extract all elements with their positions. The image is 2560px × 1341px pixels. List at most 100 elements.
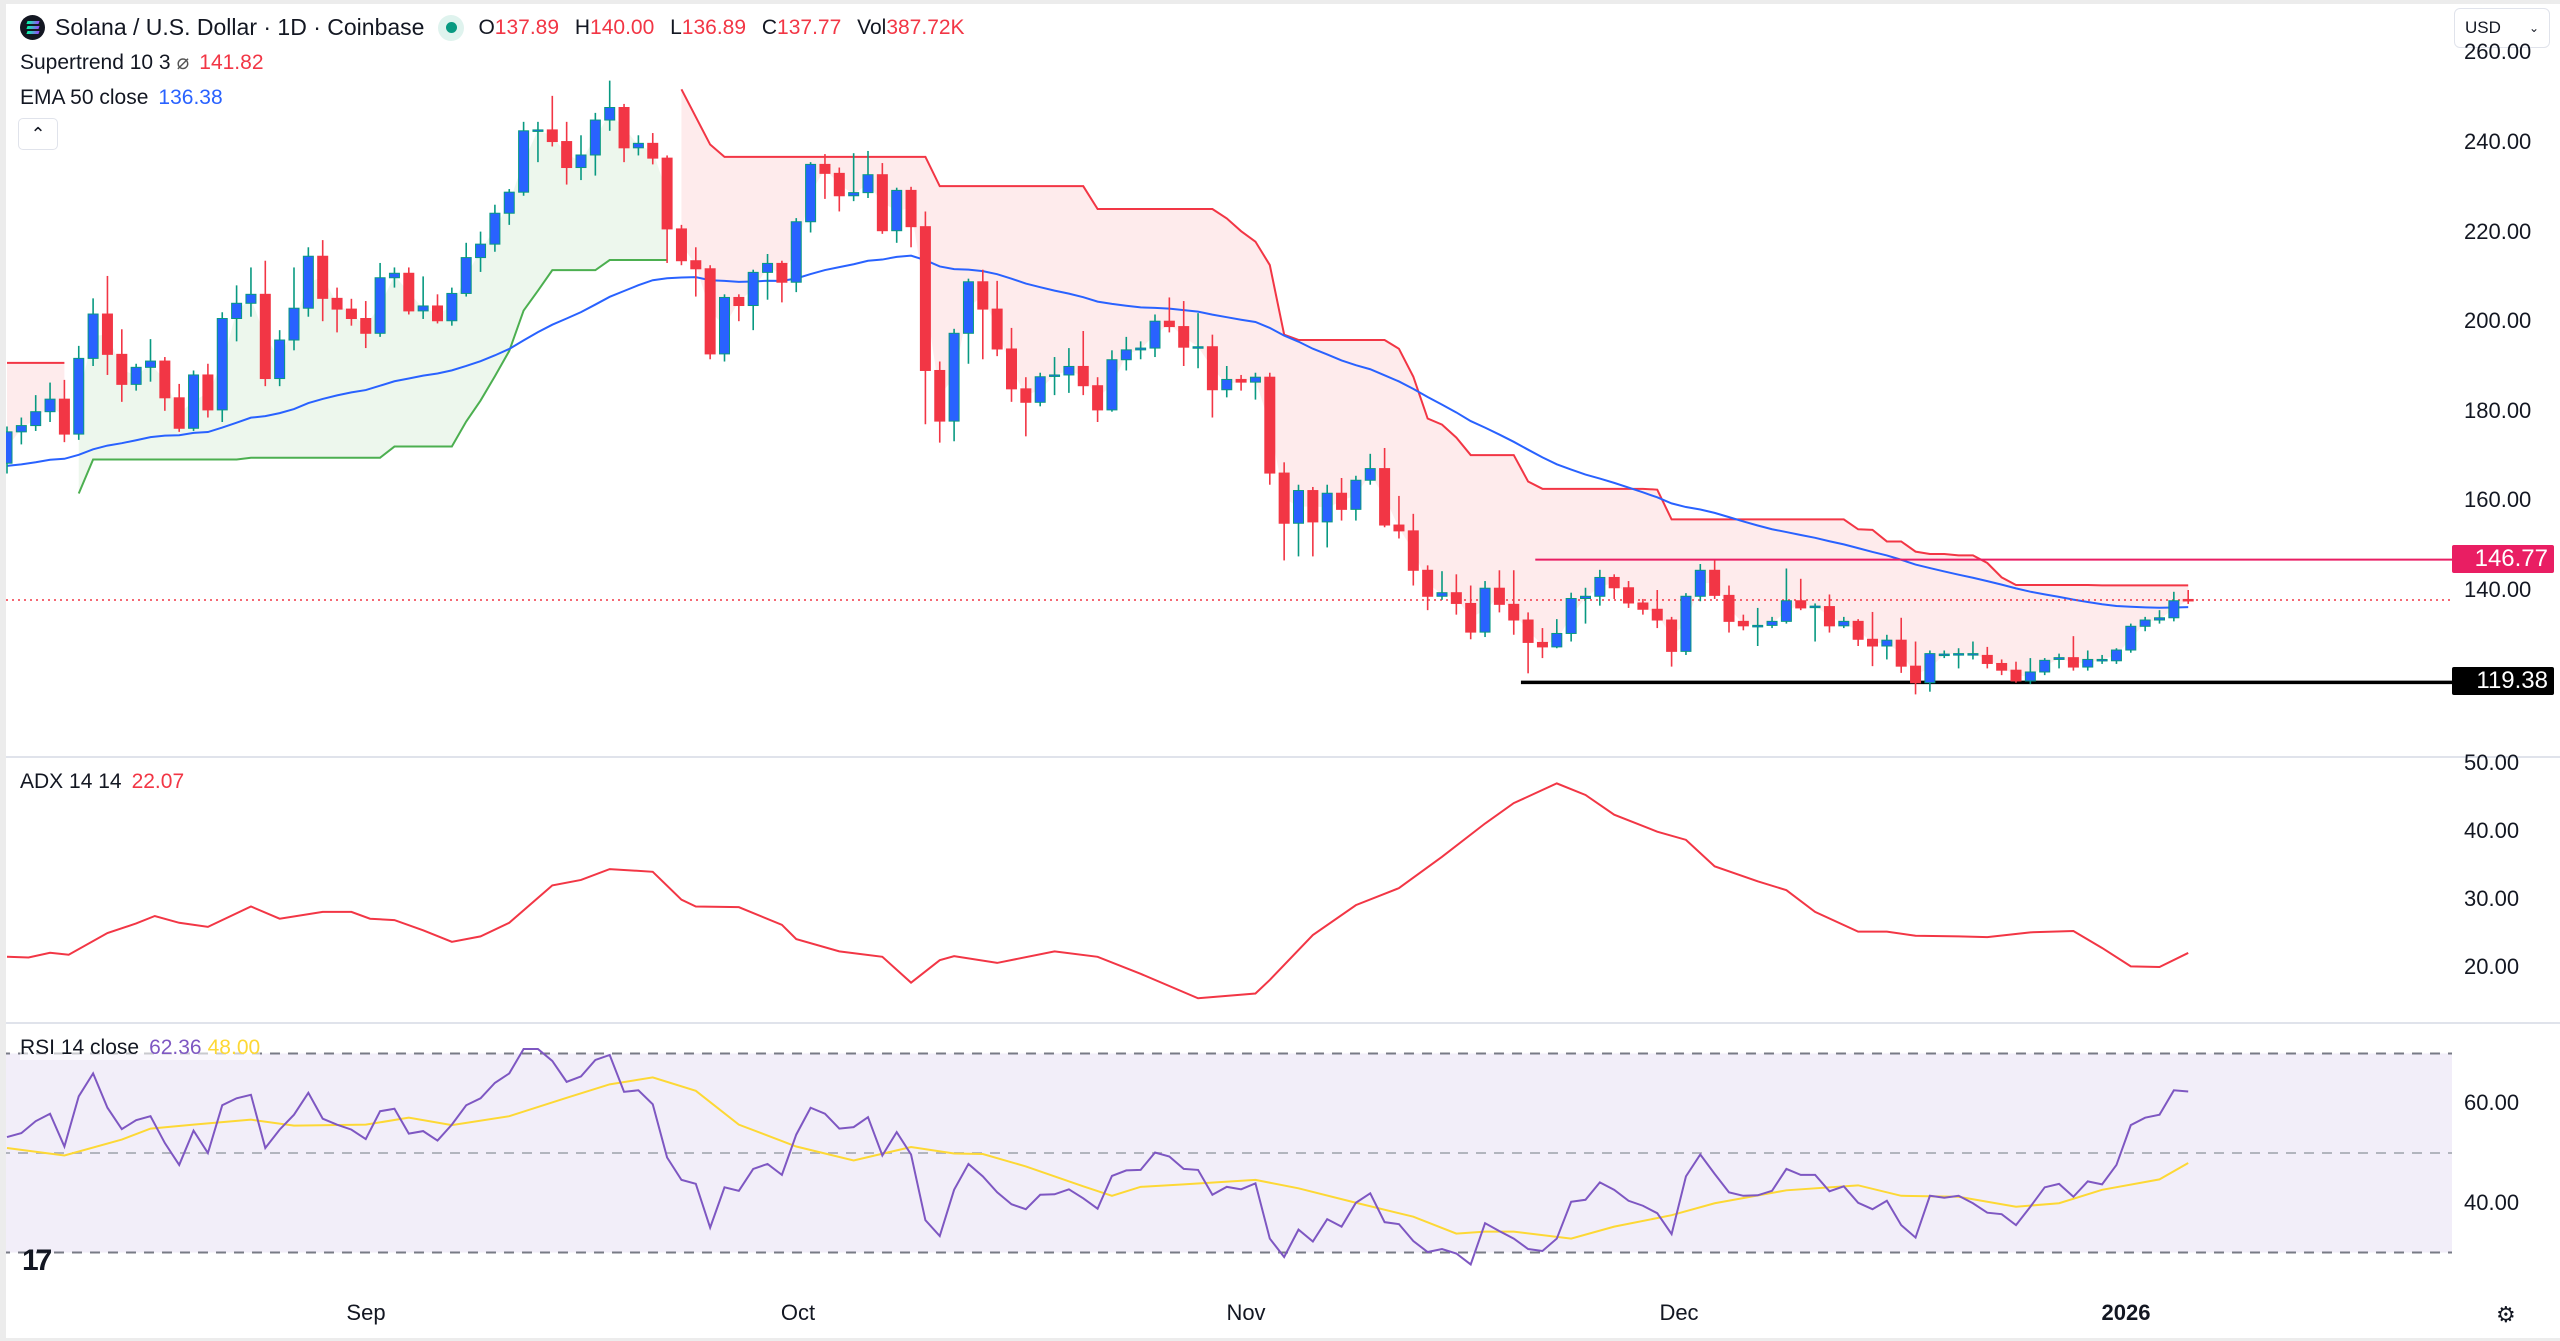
candle-body <box>1895 639 1907 667</box>
candle-body <box>87 313 99 359</box>
candle <box>1580 587 1591 624</box>
adx-axis-label: 40.00 <box>2464 818 2520 843</box>
candle-body <box>1981 654 1993 664</box>
candle-body <box>15 425 27 433</box>
chart-canvas[interactable] <box>6 4 2560 1338</box>
candle-body <box>2067 657 2079 668</box>
candle-body <box>1766 620 1778 626</box>
candle <box>1407 513 1419 586</box>
candle-body <box>1623 587 1635 604</box>
candle <box>948 328 960 442</box>
candle-body <box>1924 653 1936 684</box>
candle-body <box>6 431 13 464</box>
candle <box>1092 377 1104 422</box>
candle <box>1379 447 1391 528</box>
candle <box>2154 610 2165 624</box>
candle <box>1465 585 1477 640</box>
candle-body <box>2125 625 2137 651</box>
candle-body <box>116 353 128 385</box>
candle <box>2053 653 2065 669</box>
rsi-legend[interactable]: RSI 14 close 62.36 48.00 <box>20 1036 261 1060</box>
candle <box>2168 591 2180 622</box>
currency-select[interactable]: USD ⌄ <box>2454 8 2550 48</box>
candle-body <box>2139 619 2151 627</box>
candle <box>518 121 530 196</box>
candle <box>690 247 702 297</box>
candle-body <box>2182 598 2194 602</box>
candle <box>632 135 644 156</box>
candle-body <box>647 142 659 159</box>
candle-body <box>58 398 70 435</box>
candle-body <box>302 255 314 309</box>
ema-legend[interactable]: EMA 50 close 136.38 <box>20 86 223 110</box>
candle <box>101 275 113 375</box>
candle <box>1752 607 1764 646</box>
candle-body <box>130 366 142 385</box>
symbol-title[interactable]: Solana / U.S. Dollar · 1D · Coinbase <box>55 14 425 40</box>
candle-body <box>1163 320 1175 328</box>
candle <box>675 224 687 266</box>
candle <box>1393 495 1405 539</box>
candle-body <box>1307 490 1319 523</box>
candle <box>274 330 286 387</box>
candle-body <box>1551 632 1563 648</box>
candle-body <box>2010 669 2022 682</box>
candle <box>460 242 472 297</box>
candle <box>1493 570 1505 613</box>
rsi-label: RSI 14 close <box>20 1036 140 1059</box>
candle-body <box>1077 365 1089 387</box>
candle <box>862 150 874 198</box>
price-axis-label: 160.00 <box>2464 487 2532 513</box>
candle-body <box>776 262 788 283</box>
low-label: L <box>670 15 682 39</box>
candle <box>1651 590 1663 629</box>
candle-body <box>30 411 42 427</box>
candle-body <box>202 374 214 411</box>
candle <box>1020 377 1032 437</box>
candle-body <box>159 360 171 399</box>
tradingview-logo[interactable]: 17 <box>22 1244 52 1277</box>
candle-body <box>216 318 228 411</box>
adx-axis-label: 50.00 <box>2464 750 2520 775</box>
candle <box>1924 650 1936 692</box>
candle-body <box>1479 587 1491 633</box>
candle <box>2024 658 2036 685</box>
candle-body <box>2082 658 2094 668</box>
candle-body <box>1149 320 1161 349</box>
candle <box>719 294 730 362</box>
candle-body <box>1752 624 1764 628</box>
candle <box>2125 623 2137 653</box>
supertrend-legend[interactable]: Supertrend 10 3 ⌀ 141.82 <box>20 50 264 75</box>
candle-body <box>1823 606 1835 627</box>
candle <box>1508 570 1520 635</box>
candle <box>790 218 802 293</box>
candle-body <box>991 308 1003 350</box>
candle <box>1364 453 1376 485</box>
candle-body <box>1881 639 1893 647</box>
candle-body <box>317 255 329 299</box>
candle <box>589 112 601 176</box>
candle <box>891 187 903 243</box>
candle <box>58 379 70 443</box>
candle <box>546 95 558 147</box>
candle-body <box>632 142 644 149</box>
candle-body <box>704 268 716 355</box>
chevron-up-icon: ⌃ <box>30 123 46 144</box>
candle <box>1163 297 1175 333</box>
candle-body <box>1680 595 1692 652</box>
candle-body <box>475 243 487 259</box>
candle <box>1293 484 1304 557</box>
settings-icon[interactable]: ⚙ <box>2496 1302 2516 1327</box>
open-value: 137.89 <box>494 15 560 39</box>
candle-body <box>2024 671 2036 682</box>
candle <box>1996 659 2008 676</box>
candle <box>503 189 515 225</box>
candle <box>446 287 458 326</box>
collapse-legend-button[interactable]: ⌃ <box>18 118 58 150</box>
candle <box>2139 616 2151 632</box>
high-label: H <box>574 15 591 39</box>
candle-body <box>1852 620 1864 640</box>
adx-legend[interactable]: ADX 14 14 22.07 <box>20 770 184 794</box>
price-axis-label: 260.00 <box>2464 39 2532 65</box>
candle-body <box>1293 490 1304 524</box>
